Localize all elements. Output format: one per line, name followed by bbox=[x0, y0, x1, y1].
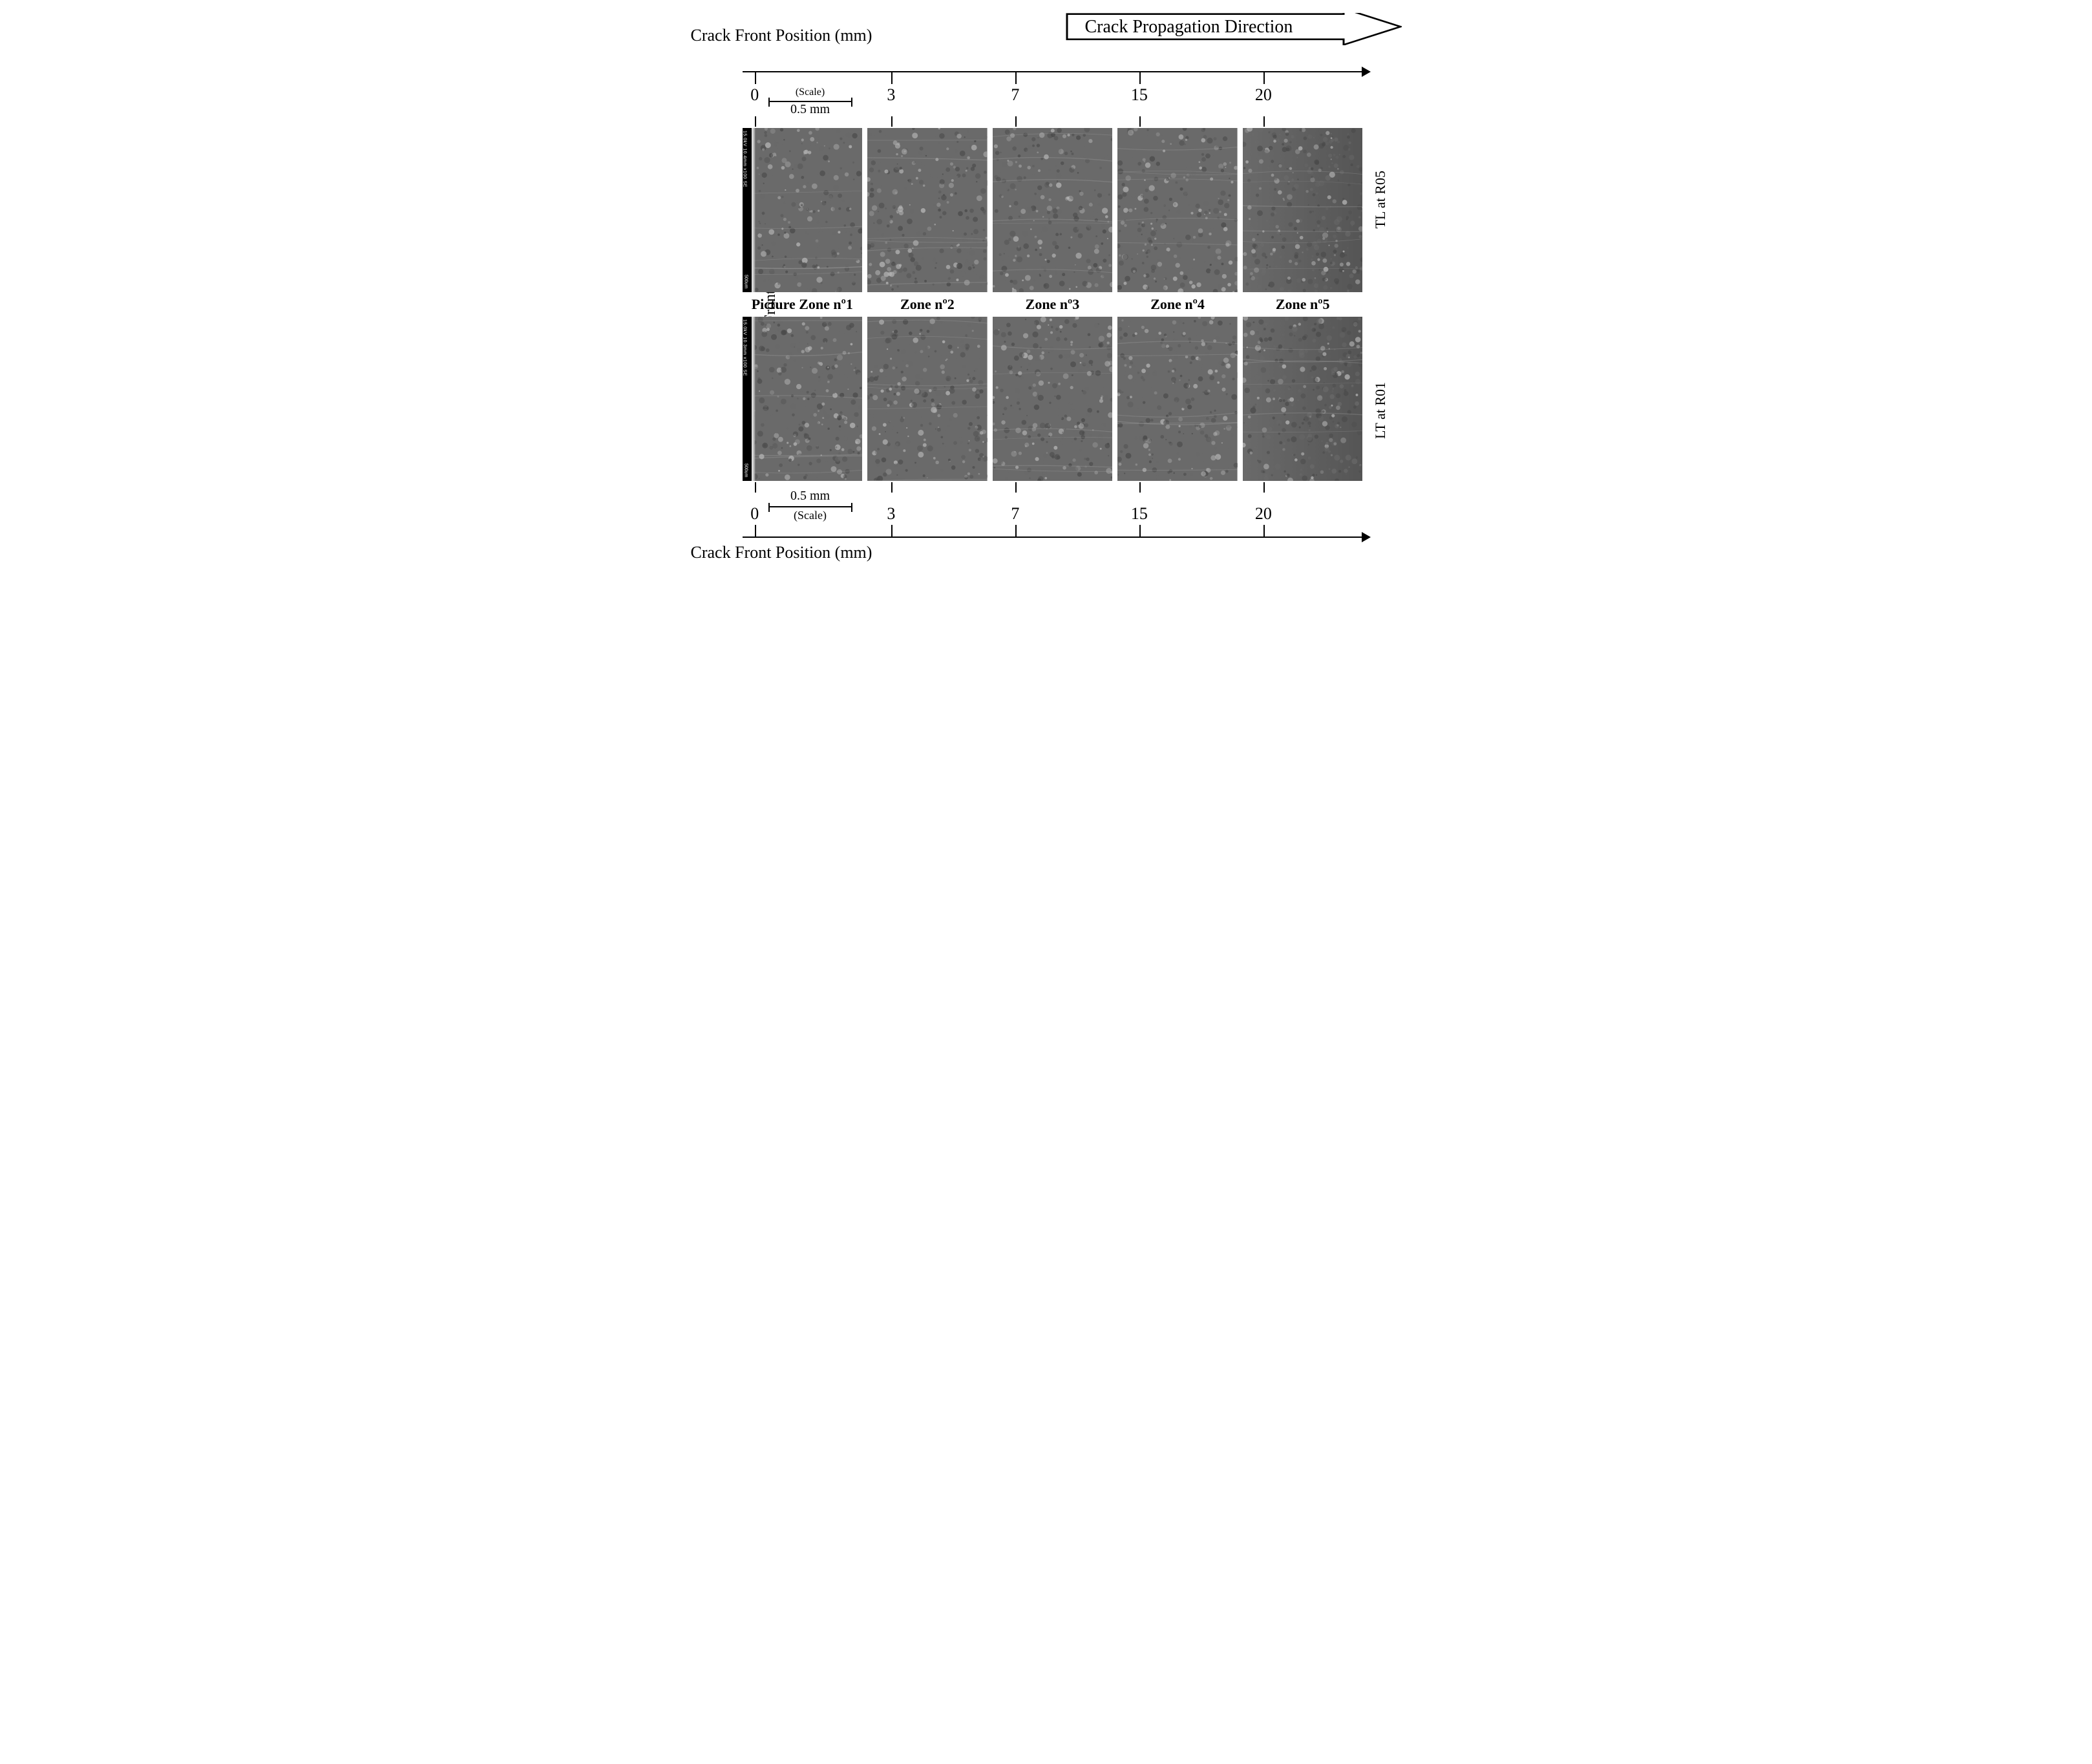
axis-tick-label: 7 bbox=[1011, 85, 1019, 105]
zone-label: Zone nº3 bbox=[993, 296, 1113, 313]
bottom-axis: 0.5 mm (Scale) 0371520 bbox=[743, 493, 1363, 538]
axis-tick bbox=[891, 482, 893, 493]
sem-tile: 15.0kV 10.4mm x100 SE 500um bbox=[743, 128, 863, 292]
zone-label: Zone nº4 bbox=[1117, 296, 1238, 313]
axis-tick-label: 3 bbox=[887, 85, 895, 105]
axis-tick bbox=[755, 482, 756, 493]
crack-front-edge bbox=[752, 128, 755, 292]
sem-info-text: 15.0kV 10.3mm x100 SE bbox=[743, 317, 747, 376]
axis-tick-label: 7 bbox=[1011, 504, 1019, 524]
axis-tick bbox=[755, 71, 756, 84]
axis-tick bbox=[1263, 116, 1265, 127]
scale-caption-bottom: (Scale) bbox=[768, 509, 852, 522]
axis-tick bbox=[891, 71, 893, 84]
axis-tick bbox=[1139, 482, 1141, 493]
zone-label: Picture Zone nº1 bbox=[743, 296, 863, 313]
zone-label: Zone nº5 bbox=[1243, 296, 1363, 313]
axis-tick bbox=[891, 116, 893, 127]
zone-label-row: Picture Zone nº1Zone nº2 Zone nº3Zone nº4… bbox=[743, 296, 1363, 313]
axis-tick-label: 0 bbox=[750, 504, 759, 524]
scale-value-top: 0.5 mm bbox=[768, 102, 852, 117]
axis-tick bbox=[1263, 71, 1265, 84]
scale-bar-line-top bbox=[768, 101, 852, 102]
axis-tick-label: 0 bbox=[750, 85, 759, 105]
sem-info-scale: 500um bbox=[744, 275, 748, 288]
axis-tick bbox=[755, 116, 756, 127]
sem-tile: 15.0kV 10.3mm x100 SE 500um bbox=[743, 317, 863, 481]
sem-tile bbox=[1117, 317, 1238, 481]
sem-tile bbox=[1243, 317, 1363, 481]
axis-tick bbox=[1263, 525, 1265, 538]
sem-tile bbox=[867, 128, 988, 292]
row-label-tl-r05: TL at R05 bbox=[1372, 171, 1389, 229]
scale-bar-top: (Scale) 0.5 mm bbox=[768, 87, 852, 117]
axis-tick bbox=[1139, 71, 1141, 84]
propagation-direction-label: Crack Propagation Direction bbox=[1085, 17, 1293, 37]
scale-bar-line-bottom bbox=[768, 506, 852, 507]
image-row-lt-r01: 15.0kV 10.3mm x100 SE 500um bbox=[743, 317, 1363, 481]
zone-label: Zone nº2 bbox=[867, 296, 988, 313]
sem-info-text: 15.0kV 10.4mm x100 SE bbox=[743, 128, 747, 187]
sem-tile bbox=[1117, 128, 1238, 292]
axis-tick-label: 15 bbox=[1131, 85, 1148, 105]
axis-arrowhead-top bbox=[1362, 67, 1371, 77]
sem-info-scale: 500um bbox=[744, 463, 748, 477]
axis-line-top bbox=[743, 71, 1363, 72]
axis-tick bbox=[1015, 482, 1017, 493]
scale-bar-bottom: 0.5 mm (Scale) bbox=[768, 489, 852, 522]
axis-tick bbox=[1139, 525, 1141, 538]
sem-info-strip: 15.0kV 10.4mm x100 SE 500um bbox=[743, 128, 752, 292]
image-grid: Crack Front (x100) 15.0kV 10.4mm x100 SE… bbox=[743, 128, 1363, 481]
axis-tick-label: 3 bbox=[887, 504, 895, 524]
axis-tick bbox=[1263, 482, 1265, 493]
sem-tile bbox=[867, 317, 988, 481]
sem-tile bbox=[993, 128, 1113, 292]
propagation-direction-arrow: Crack Propagation Direction bbox=[1066, 13, 1402, 45]
axis-tick bbox=[1015, 525, 1017, 538]
axis-title-top: Crack Front Position (mm) bbox=[691, 26, 872, 45]
axis-tick-label: 20 bbox=[1255, 85, 1272, 105]
axis-tick bbox=[1139, 116, 1141, 127]
axis-tick bbox=[891, 525, 893, 538]
top-axis: 0 3 7 15 20 (Scale) 0.5 mm bbox=[743, 71, 1363, 116]
crack-front-edge bbox=[752, 317, 755, 481]
top-header: Crack Front Position (mm) Crack Propagat… bbox=[691, 13, 1402, 71]
axis-tick bbox=[1015, 71, 1017, 84]
axis-line-bottom bbox=[743, 537, 1363, 538]
sem-info-strip: 15.0kV 10.3mm x100 SE 500um bbox=[743, 317, 752, 481]
axis-tick bbox=[755, 525, 756, 538]
scale-value-bottom: 0.5 mm bbox=[768, 489, 852, 504]
sem-tile bbox=[993, 317, 1113, 481]
top-subticks bbox=[743, 116, 1363, 128]
axis-tick-label: 20 bbox=[1255, 504, 1272, 524]
axis-tick bbox=[1015, 116, 1017, 127]
scale-caption-top: (Scale) bbox=[768, 87, 852, 98]
axis-tick-label: 15 bbox=[1131, 504, 1148, 524]
row-label-lt-r01: LT at R01 bbox=[1372, 382, 1389, 439]
image-row-tl-r05: 15.0kV 10.4mm x100 SE 500um bbox=[743, 128, 1363, 292]
axis-title-bottom: Crack Front Position (mm) bbox=[691, 543, 1402, 562]
figure-container: Crack Front Position (mm) Crack Propagat… bbox=[691, 13, 1402, 562]
sem-tile bbox=[1243, 128, 1363, 292]
axis-arrowhead-bottom bbox=[1362, 532, 1371, 542]
